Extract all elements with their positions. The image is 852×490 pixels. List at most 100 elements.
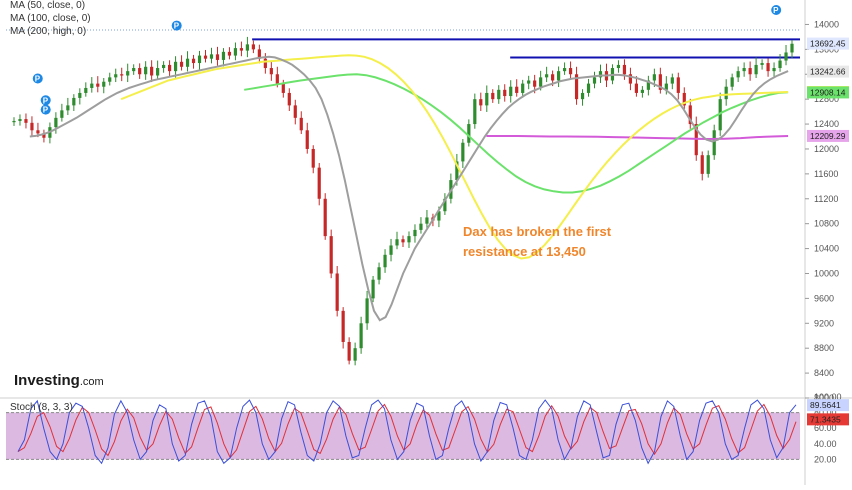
candle-body	[718, 99, 722, 131]
price-badge-label: 12209.29	[810, 131, 846, 141]
candle-body	[676, 77, 680, 93]
candle-body	[371, 279, 375, 299]
candle-body	[12, 120, 16, 123]
price-badge-label: 12908.14	[810, 87, 846, 97]
candle-body	[515, 86, 519, 93]
price-tick-label: 12000	[814, 144, 839, 154]
candle-body	[102, 81, 106, 87]
candle-body	[706, 155, 710, 174]
stoch-tick-label: 60.00	[814, 423, 837, 433]
ma200-line	[244, 73, 789, 194]
candle-body	[305, 130, 309, 149]
candle-body	[419, 223, 423, 230]
stoch-tick-label: 80.00	[814, 408, 837, 418]
candle-body	[407, 236, 411, 243]
candle-body	[562, 68, 567, 72]
candle-body	[60, 110, 64, 118]
candle-body	[329, 236, 333, 274]
stoch-label: Stoch (8, 3, 3)	[10, 402, 73, 413]
candle-body	[185, 58, 190, 67]
candle-body	[658, 74, 662, 90]
stoch-d-line	[17, 403, 797, 459]
candle-body	[353, 348, 357, 361]
candle-body	[736, 71, 740, 78]
candle-body	[257, 49, 261, 59]
price-tick-label: 8000	[814, 393, 834, 403]
logo-brand: Investing	[14, 372, 80, 389]
candle-body	[586, 83, 591, 93]
candle-body	[227, 51, 232, 56]
pivot-marker-label: P	[35, 75, 41, 84]
candles-group	[12, 36, 794, 366]
price-tick-label: 12400	[814, 119, 839, 129]
candle-body	[215, 54, 220, 60]
candle-body	[634, 83, 639, 93]
legend-ma50: MA (50, close, 0)	[10, 0, 86, 11]
annotation-line-1: Dax has broken the first	[463, 224, 612, 239]
candle-body	[742, 68, 746, 72]
candle-body	[30, 122, 34, 131]
pivot-marker	[771, 5, 782, 16]
pivot-marker-label: P	[174, 22, 180, 31]
candle-body	[156, 68, 160, 76]
logo-suffix: .com	[79, 376, 104, 388]
candle-body	[772, 68, 776, 72]
candle-body	[281, 83, 285, 93]
candle-body	[78, 92, 82, 98]
candle-body	[66, 105, 70, 111]
candle-body	[24, 119, 28, 123]
candle-body	[784, 52, 788, 61]
pivot-marker-label: P	[773, 6, 779, 15]
candle-body	[383, 254, 387, 268]
candle-body	[150, 66, 154, 76]
price-tick-label: 9600	[814, 293, 834, 303]
stoch-tick-label: 40.00	[814, 439, 837, 449]
candle-body	[299, 117, 303, 131]
candle-body	[700, 155, 704, 174]
candle-body	[622, 64, 627, 75]
stoch-badge-bg	[807, 399, 849, 412]
price-badge-bg	[807, 86, 849, 99]
candle-body	[395, 239, 399, 246]
stoch-badge-label: 89.5641	[810, 400, 841, 410]
price-tick-label: 14000	[814, 19, 839, 29]
ma50-line	[29, 55, 789, 322]
candle-body	[485, 92, 489, 106]
candle-body	[652, 74, 656, 81]
candle-body	[790, 43, 794, 53]
candle-body	[778, 60, 782, 69]
candle-body	[724, 86, 728, 100]
candle-body	[18, 119, 22, 121]
candle-body	[54, 117, 58, 128]
candle-body	[126, 71, 130, 76]
candle-body	[503, 89, 507, 97]
candle-body	[173, 61, 178, 72]
candle-body	[509, 86, 513, 97]
candle-body	[646, 80, 650, 90]
stoch-badge-label: 71.3435	[810, 414, 841, 424]
candle-body	[197, 55, 202, 64]
candle-body	[479, 99, 483, 106]
candle-body	[203, 55, 208, 59]
candle-body	[251, 44, 255, 50]
candle-body	[90, 83, 94, 88]
pivot-marker-label: P	[43, 96, 49, 105]
price-tick-label: 8400	[814, 368, 834, 378]
price-badge-bg	[807, 37, 849, 50]
candle-body	[167, 64, 172, 72]
candle-body	[670, 77, 674, 84]
pivot-marker	[171, 20, 182, 31]
candle-body	[84, 87, 88, 93]
candle-body	[132, 68, 136, 72]
candle-body	[754, 64, 758, 75]
price-tick-label: 11600	[814, 169, 838, 179]
candle-body	[497, 89, 501, 100]
candle-body	[347, 341, 351, 361]
candle-body	[760, 63, 764, 65]
candle-body	[527, 80, 531, 84]
candle-body	[730, 77, 734, 87]
candle-body	[108, 77, 112, 82]
candle-body	[323, 198, 327, 237]
